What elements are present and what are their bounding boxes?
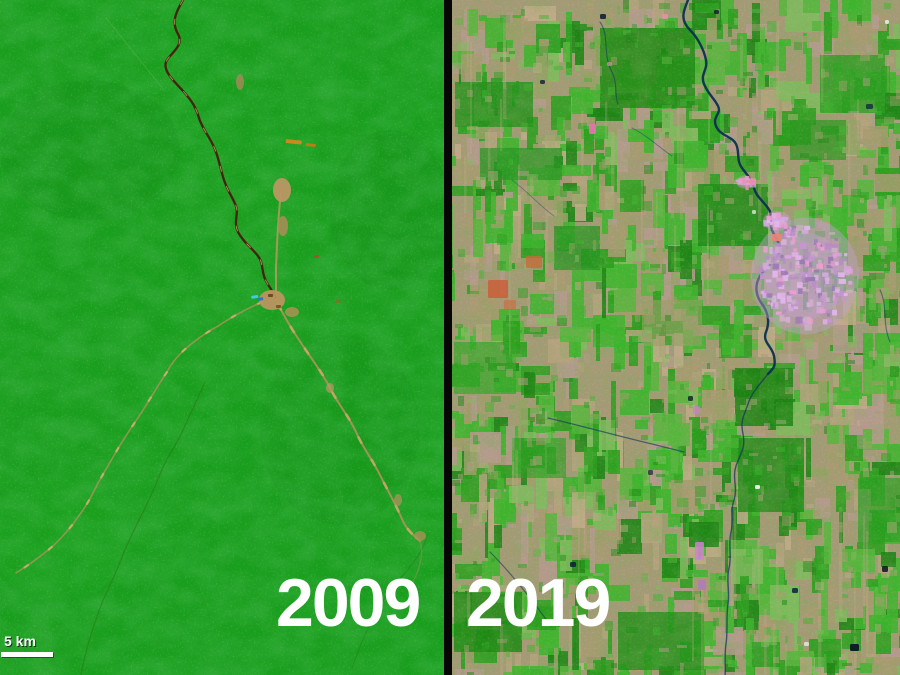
- burn-dash-1: [285, 139, 302, 145]
- orchid-patch-2: [698, 580, 706, 590]
- bright-dot-1: [755, 485, 760, 489]
- pond-1: [850, 644, 859, 651]
- bright-dot-4: [752, 210, 756, 214]
- river-upper: [682, 0, 782, 376]
- burn-patch-2: [526, 256, 542, 268]
- scale-bar: 5 km: [0, 632, 70, 662]
- road-southeast: [277, 303, 421, 542]
- pink-spot-1: [589, 124, 596, 134]
- scale-bar-label: 5 km: [4, 633, 36, 649]
- river-lower: [724, 373, 769, 675]
- burn-patch-1: [488, 280, 508, 298]
- rivers-and-roads: [14, 0, 429, 675]
- hub-dark-2: [276, 305, 281, 308]
- city-cluster-3: [735, 175, 757, 191]
- tributary-southwest: [489, 551, 549, 623]
- forest-shading: [0, 0, 444, 675]
- scale-bar-rule: [1, 652, 53, 657]
- pond-8: [648, 470, 653, 475]
- city-cluster-1: [751, 217, 859, 335]
- pond-6: [866, 104, 873, 109]
- river-sandbars: [164, 0, 277, 299]
- year-label-2009: 2009: [276, 565, 421, 641]
- tributary-east: [879, 289, 891, 343]
- road-southeast-faint: [412, 540, 423, 583]
- bright-dot-2: [885, 20, 889, 24]
- water-dot-blue: [258, 297, 264, 301]
- panel-divider: [444, 0, 452, 675]
- satellite-panel-2019: [452, 0, 900, 675]
- creek-1: [631, 127, 673, 157]
- water-dot-cyan: [251, 294, 259, 299]
- orchid-patch-1: [695, 542, 704, 560]
- salmon-spot: [772, 234, 782, 241]
- pond-9: [540, 80, 545, 84]
- satellite-image-2009: [0, 0, 444, 675]
- pond-3: [570, 562, 576, 567]
- road-southwest: [15, 301, 263, 574]
- pond-4: [792, 588, 798, 593]
- pink-spot-2: [662, 14, 668, 19]
- bright-dot-3: [804, 642, 809, 646]
- tributary-west: [547, 417, 685, 453]
- pink-spot-3: [607, 62, 612, 66]
- river-network: [489, 0, 891, 675]
- city-cluster-2: [762, 211, 792, 231]
- landscape-features: [488, 10, 889, 651]
- red-speck-2: [336, 300, 340, 303]
- pond-2: [600, 14, 606, 19]
- stream-south: [351, 533, 429, 669]
- creek-2: [511, 179, 555, 217]
- satellite-image-2019: [452, 0, 900, 675]
- satellite-panel-2009: [0, 0, 444, 675]
- burn-patch-3: [504, 300, 516, 310]
- pond-10: [714, 10, 719, 14]
- year-label-2019: 2019: [466, 565, 611, 641]
- clearing-patches: [236, 74, 426, 541]
- red-speck-1: [314, 255, 319, 258]
- stream-west: [80, 381, 206, 675]
- speckle-noise: [452, 0, 900, 675]
- pond-5: [688, 396, 693, 401]
- spot-marks: [251, 139, 340, 308]
- pond-7: [882, 566, 888, 572]
- faint-diagonal-track: [105, 17, 165, 91]
- tributary-north: [599, 21, 619, 105]
- orchid-patch-3: [693, 406, 700, 414]
- hub-dark-1: [268, 294, 273, 297]
- burn-dash-2: [305, 143, 316, 147]
